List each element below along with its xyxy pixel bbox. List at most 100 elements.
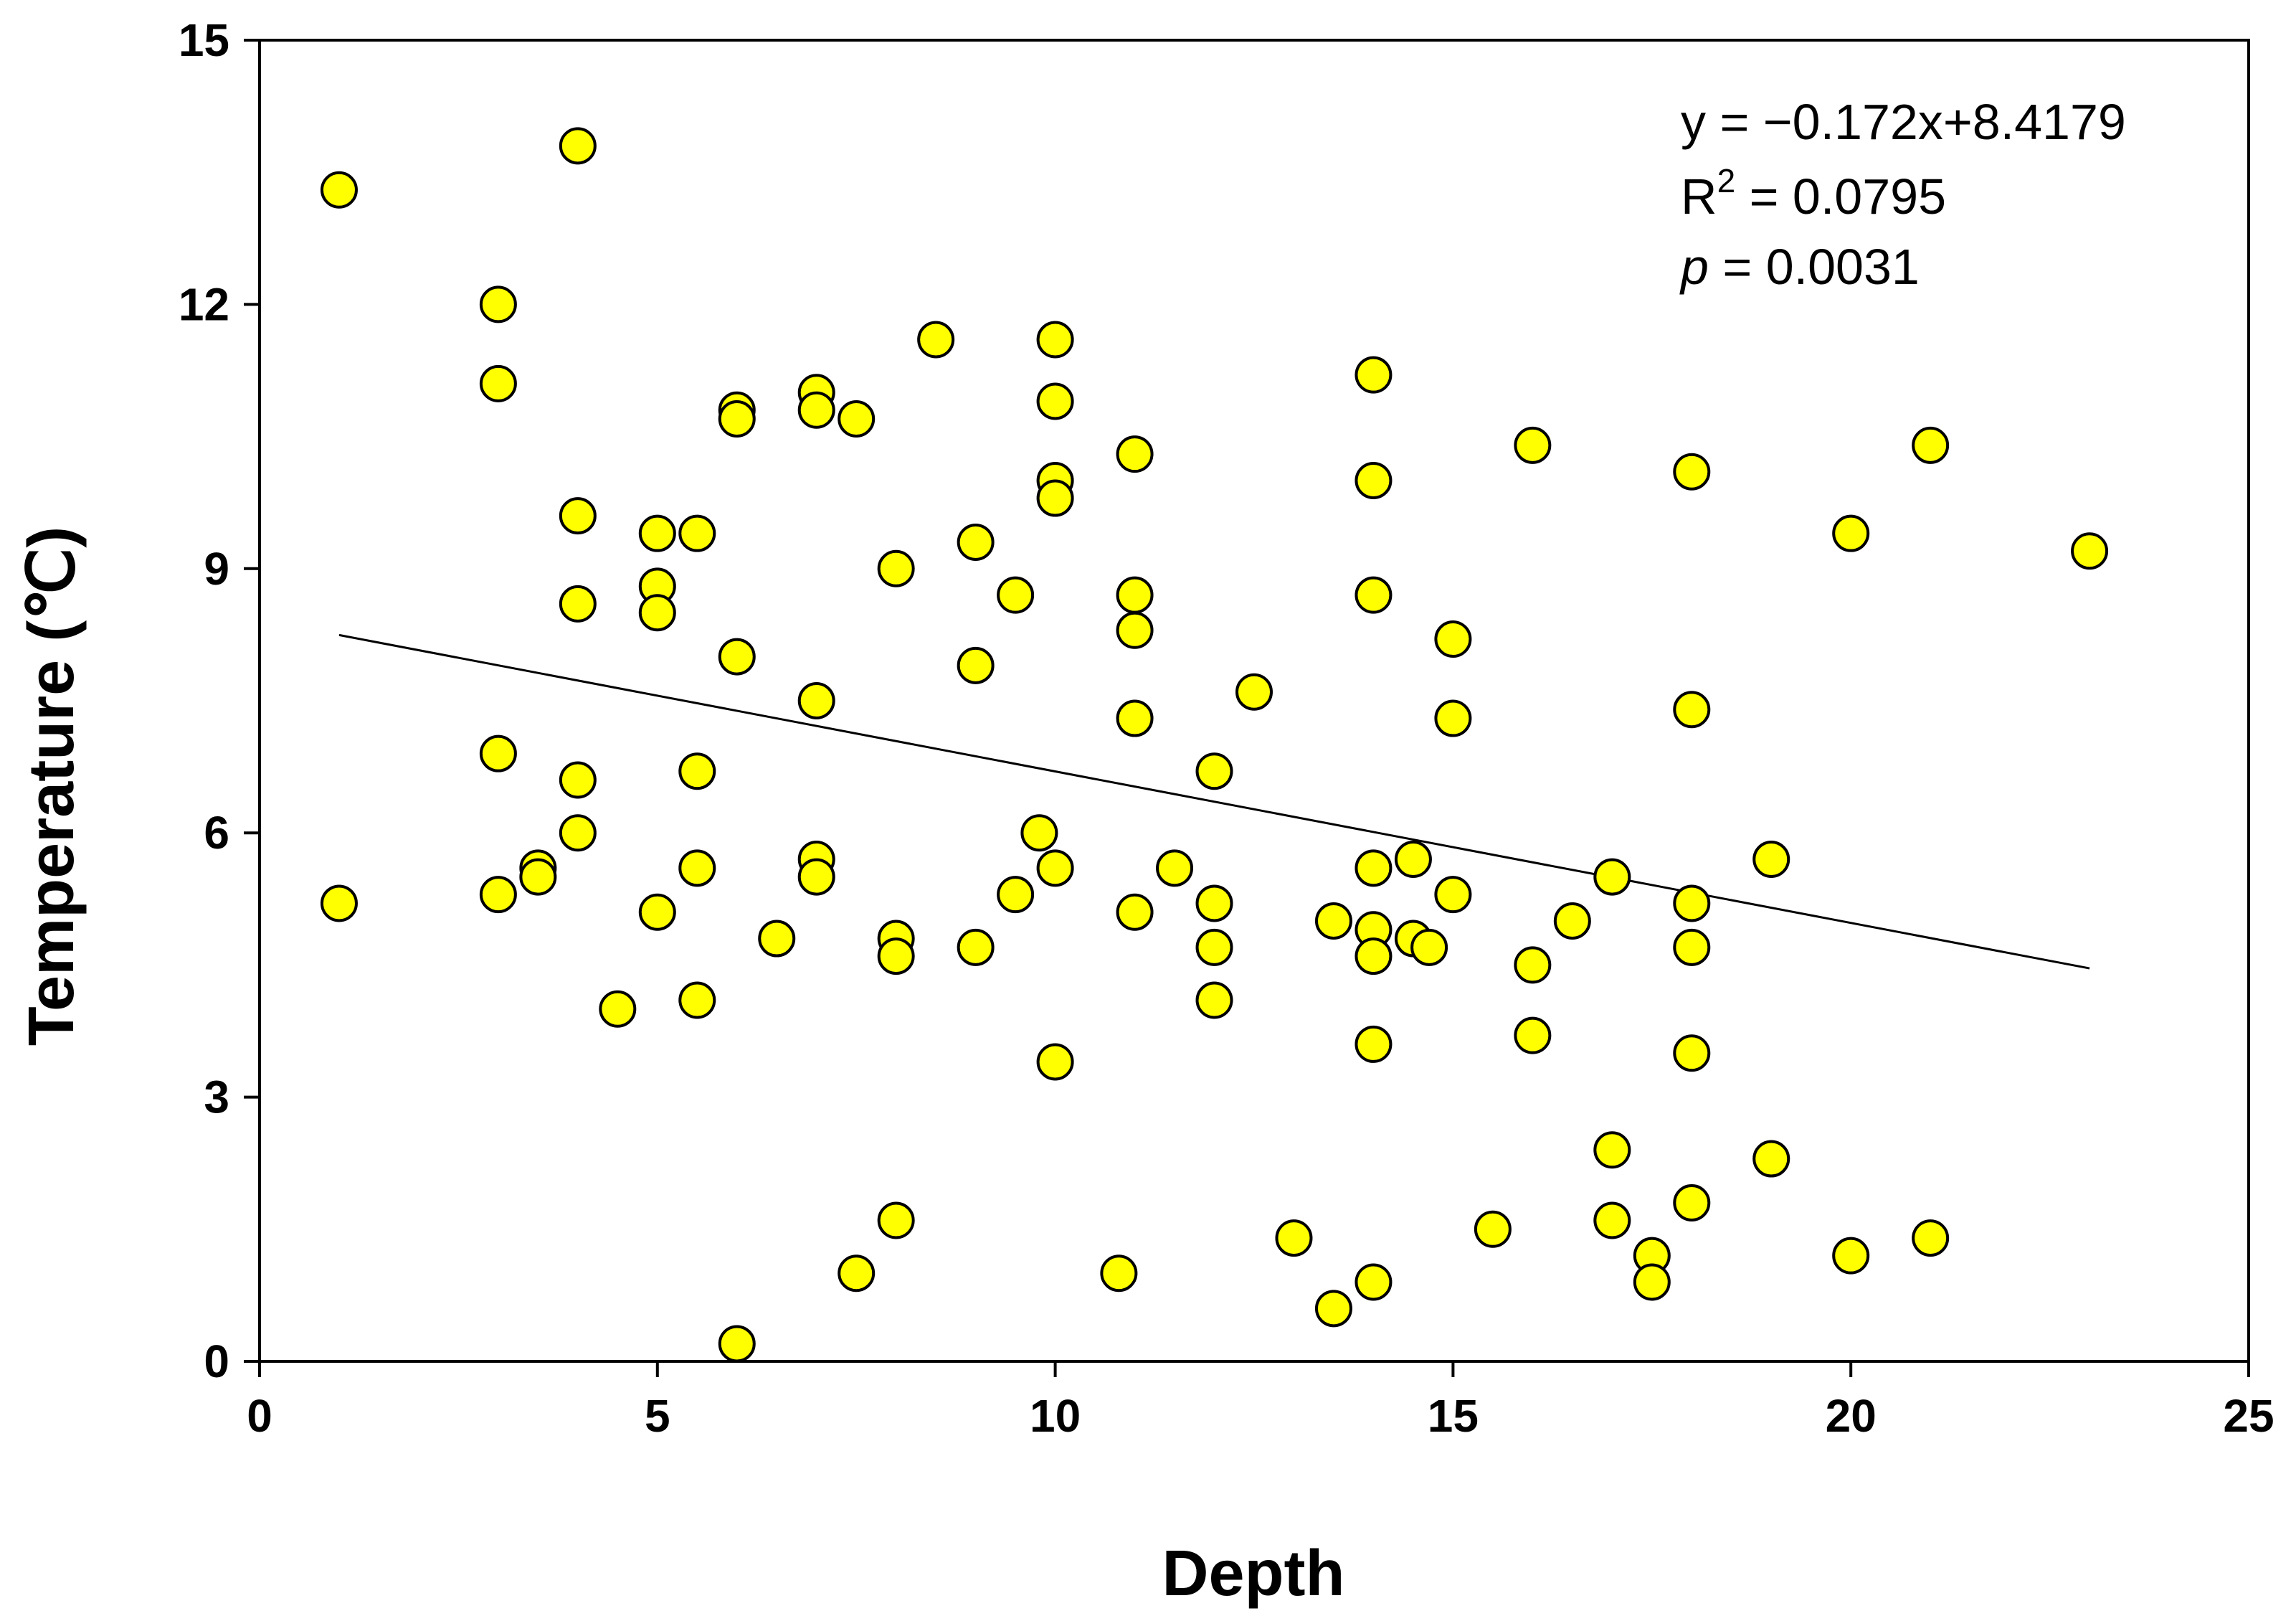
data-point (1156, 849, 1194, 887)
data-point (1593, 858, 1631, 896)
data-point (559, 497, 597, 535)
axes (244, 39, 2250, 1377)
plot-frame (258, 39, 2250, 1363)
data-point (1593, 1201, 1631, 1239)
y-tick-label: 6 (204, 807, 229, 859)
data-point (1474, 1210, 1512, 1248)
data-point (1434, 699, 1472, 737)
data-point (559, 761, 597, 799)
r-squared-superscript: 2 (1717, 162, 1736, 199)
y-tick-label: 15 (179, 14, 229, 66)
data-point (479, 876, 517, 914)
r-squared-prefix: R (1681, 169, 1717, 225)
p-value: = 0.0031 (1709, 239, 1920, 295)
data-point (1116, 576, 1154, 614)
y-tick-label: 0 (204, 1336, 229, 1387)
data-point (1434, 876, 1472, 914)
data-point (718, 638, 756, 676)
data-point (638, 893, 676, 931)
data-point (1673, 1183, 1711, 1221)
data-point (1912, 1219, 1950, 1257)
data-point (1673, 1034, 1711, 1072)
data-point (997, 876, 1035, 914)
data-point (678, 849, 716, 887)
data-point (519, 858, 557, 896)
data-point (1036, 849, 1074, 887)
data-point (877, 937, 915, 975)
data-point (678, 514, 716, 552)
data-point (559, 585, 597, 623)
data-point (1355, 356, 1393, 394)
data-point (1235, 673, 1273, 711)
data-point (1275, 1219, 1313, 1257)
data-point (797, 858, 835, 896)
data-point (1673, 691, 1711, 729)
data-point (877, 1201, 915, 1239)
tick-labels: 0 5 10 15 20 25 0 3 6 9 12 15 (179, 14, 2274, 1442)
data-point (1036, 382, 1074, 420)
data-point (957, 646, 995, 684)
data-point (1912, 426, 1950, 464)
data-point (1195, 981, 1233, 1019)
data-point (1314, 902, 1352, 940)
data-point (1593, 1131, 1631, 1169)
data-point (1434, 620, 1472, 658)
data-point (1514, 946, 1552, 984)
x-tick-label: 0 (247, 1390, 272, 1442)
data-point (1116, 435, 1154, 473)
x-tick-label: 10 (1030, 1390, 1081, 1442)
regression-equation: y = −0.172x+8.4179 (1681, 94, 2126, 150)
data-point (559, 814, 597, 852)
x-tick-label: 25 (2223, 1390, 2274, 1442)
data-point (1832, 514, 1870, 552)
data-point (1100, 1254, 1138, 1292)
data-point (1553, 902, 1591, 940)
trendline (338, 633, 2090, 970)
data-point (1355, 1263, 1393, 1301)
data-point (1116, 699, 1154, 737)
data-point (957, 928, 995, 966)
data-point (997, 576, 1035, 614)
data-point (1410, 928, 1448, 966)
data-point (559, 127, 597, 165)
data-point (1355, 576, 1393, 614)
p-value-label: p = 0.0031 (1679, 239, 1920, 295)
data-point (1514, 426, 1552, 464)
data-point (638, 514, 676, 552)
trendline-group (338, 633, 2090, 970)
data-point (479, 285, 517, 323)
data-point (797, 391, 835, 429)
x-tick-label: 15 (1428, 1390, 1479, 1442)
data-point (1752, 841, 1790, 879)
data-point (479, 364, 517, 402)
x-tick-label: 5 (645, 1390, 670, 1442)
y-tick-label: 9 (204, 543, 229, 595)
data-point (1020, 814, 1058, 852)
data-point (1673, 928, 1711, 966)
data-point (479, 734, 517, 772)
data-point (599, 990, 637, 1028)
data-point (758, 920, 796, 958)
data-point (1673, 453, 1711, 491)
data-point (1116, 611, 1154, 649)
p-symbol: p (1679, 239, 1709, 295)
data-point (1514, 1016, 1552, 1054)
data-point (957, 523, 995, 561)
y-tick-label: 3 (204, 1072, 229, 1123)
y-tick-label: 12 (179, 278, 229, 330)
data-point (1752, 1140, 1790, 1178)
data-point (838, 1254, 876, 1292)
data-point (1355, 849, 1393, 887)
data-point (2071, 532, 2109, 570)
data-point (1673, 884, 1711, 922)
data-point (678, 752, 716, 790)
r-squared-label: R2 = 0.0795 (1681, 162, 1946, 225)
data-point (1832, 1237, 1870, 1275)
data-point (1036, 321, 1074, 359)
data-point (917, 321, 955, 359)
data-point (1036, 479, 1074, 517)
data-point (1195, 752, 1233, 790)
data-point (320, 884, 358, 922)
data-point (638, 594, 676, 632)
